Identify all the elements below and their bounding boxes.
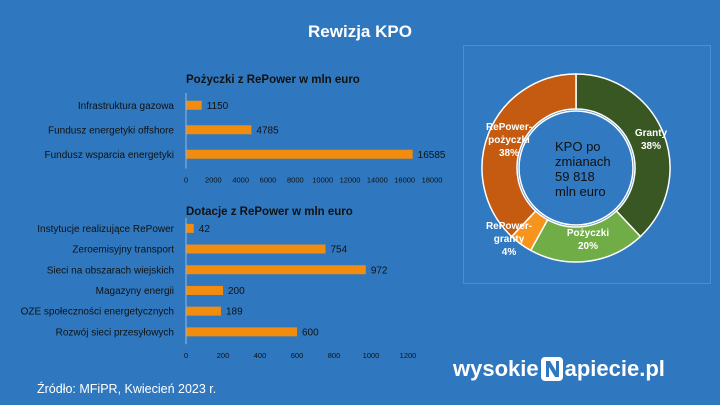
tick-label: 8000	[287, 176, 304, 185]
value-label: 189	[226, 307, 243, 318]
logo-text-end: apiecie.pl	[564, 356, 665, 381]
value-label: 16585	[418, 150, 446, 161]
value-label: 1150	[207, 101, 229, 112]
category-label: Fundusz energetyki offshore	[48, 125, 174, 136]
tick-label: 16000	[394, 176, 415, 185]
chart-title: Pożyczki z RePower w mln euro	[186, 74, 360, 86]
slice-label: RePower-granty 4%	[486, 221, 532, 258]
category-label: Instytucje realizujące RePower	[37, 224, 174, 235]
tick-label: 18000	[422, 176, 443, 185]
chart-title: Dotacje z RePower w mln euro	[186, 206, 353, 218]
category-label: OZE społeczności energetycznych	[21, 307, 174, 318]
logo-text-start: wysokie	[453, 356, 539, 381]
source-note: Źródło: MFiPR, Kwiecień 2023 r.	[37, 382, 217, 396]
brand-logo: wysokie apiecie.pl	[453, 352, 665, 386]
tick-label: 0	[184, 351, 188, 360]
tick-label: 600	[291, 351, 304, 360]
category-label: Fundusz wsparcia energetyki	[44, 150, 174, 161]
tick-label: 2000	[205, 176, 222, 185]
tick-label: 1200	[400, 351, 417, 360]
category-label: Magazyny energii	[96, 286, 174, 297]
kpo-donut-chart: Granty 38% Pożyczki 20% RePower-granty 4% RePo…	[481, 73, 671, 263]
bar	[186, 223, 194, 233]
tick-label: 6000	[260, 176, 277, 185]
tick-label: 10000	[312, 176, 333, 185]
donut-slice	[481, 73, 577, 238]
bar	[186, 265, 366, 275]
value-label: 600	[302, 327, 319, 338]
donut-panel: Granty 38% Pożyczki 20% RePower-granty 4% RePo…	[463, 45, 711, 284]
bar	[186, 327, 297, 337]
slice-label: Pożyczki 20%	[567, 228, 609, 252]
tick-label: 200	[217, 351, 230, 360]
loans-bar-chart: Pożyczki z RePower w mln euro Infrastrukt…	[44, 74, 446, 185]
grants-bar-chart: Dotacje z RePower w mln euro Instytucje r…	[21, 206, 417, 360]
slice-label: RePower-pożyczki 38%	[486, 122, 532, 159]
bar	[186, 100, 202, 110]
tick-label: 12000	[340, 176, 361, 185]
bar	[186, 244, 326, 254]
tick-label: 4000	[232, 176, 249, 185]
bar	[186, 285, 223, 295]
value-label: 754	[330, 245, 347, 256]
bar	[186, 125, 252, 135]
bar	[186, 149, 413, 159]
category-label: Infrastruktura gazowa	[78, 101, 175, 112]
bar	[186, 306, 221, 316]
category-label: Rozwój sieci przesyłowych	[56, 327, 174, 338]
value-label: 4785	[256, 125, 279, 136]
value-label: 972	[371, 265, 388, 276]
donut-slice	[575, 73, 671, 238]
tick-label: 14000	[367, 176, 388, 185]
page-title: Rewizja KPO	[308, 22, 412, 41]
donut-inner-ring	[518, 110, 634, 226]
tick-label: 400	[254, 351, 267, 360]
tick-label: 1000	[363, 351, 380, 360]
value-label: 200	[228, 286, 245, 297]
value-label: 42	[199, 224, 211, 235]
slice-label: Granty 38%	[635, 128, 668, 152]
category-label: Sieci na obszarach wiejskich	[47, 265, 174, 276]
tick-label: 0	[184, 176, 188, 185]
category-label: Zeroemisyjny transport	[72, 245, 174, 256]
tick-label: 800	[328, 351, 341, 360]
donut-center-text: KPO po zmianach 59 818 mln euro	[555, 139, 611, 199]
lightning-n-icon	[540, 356, 564, 382]
